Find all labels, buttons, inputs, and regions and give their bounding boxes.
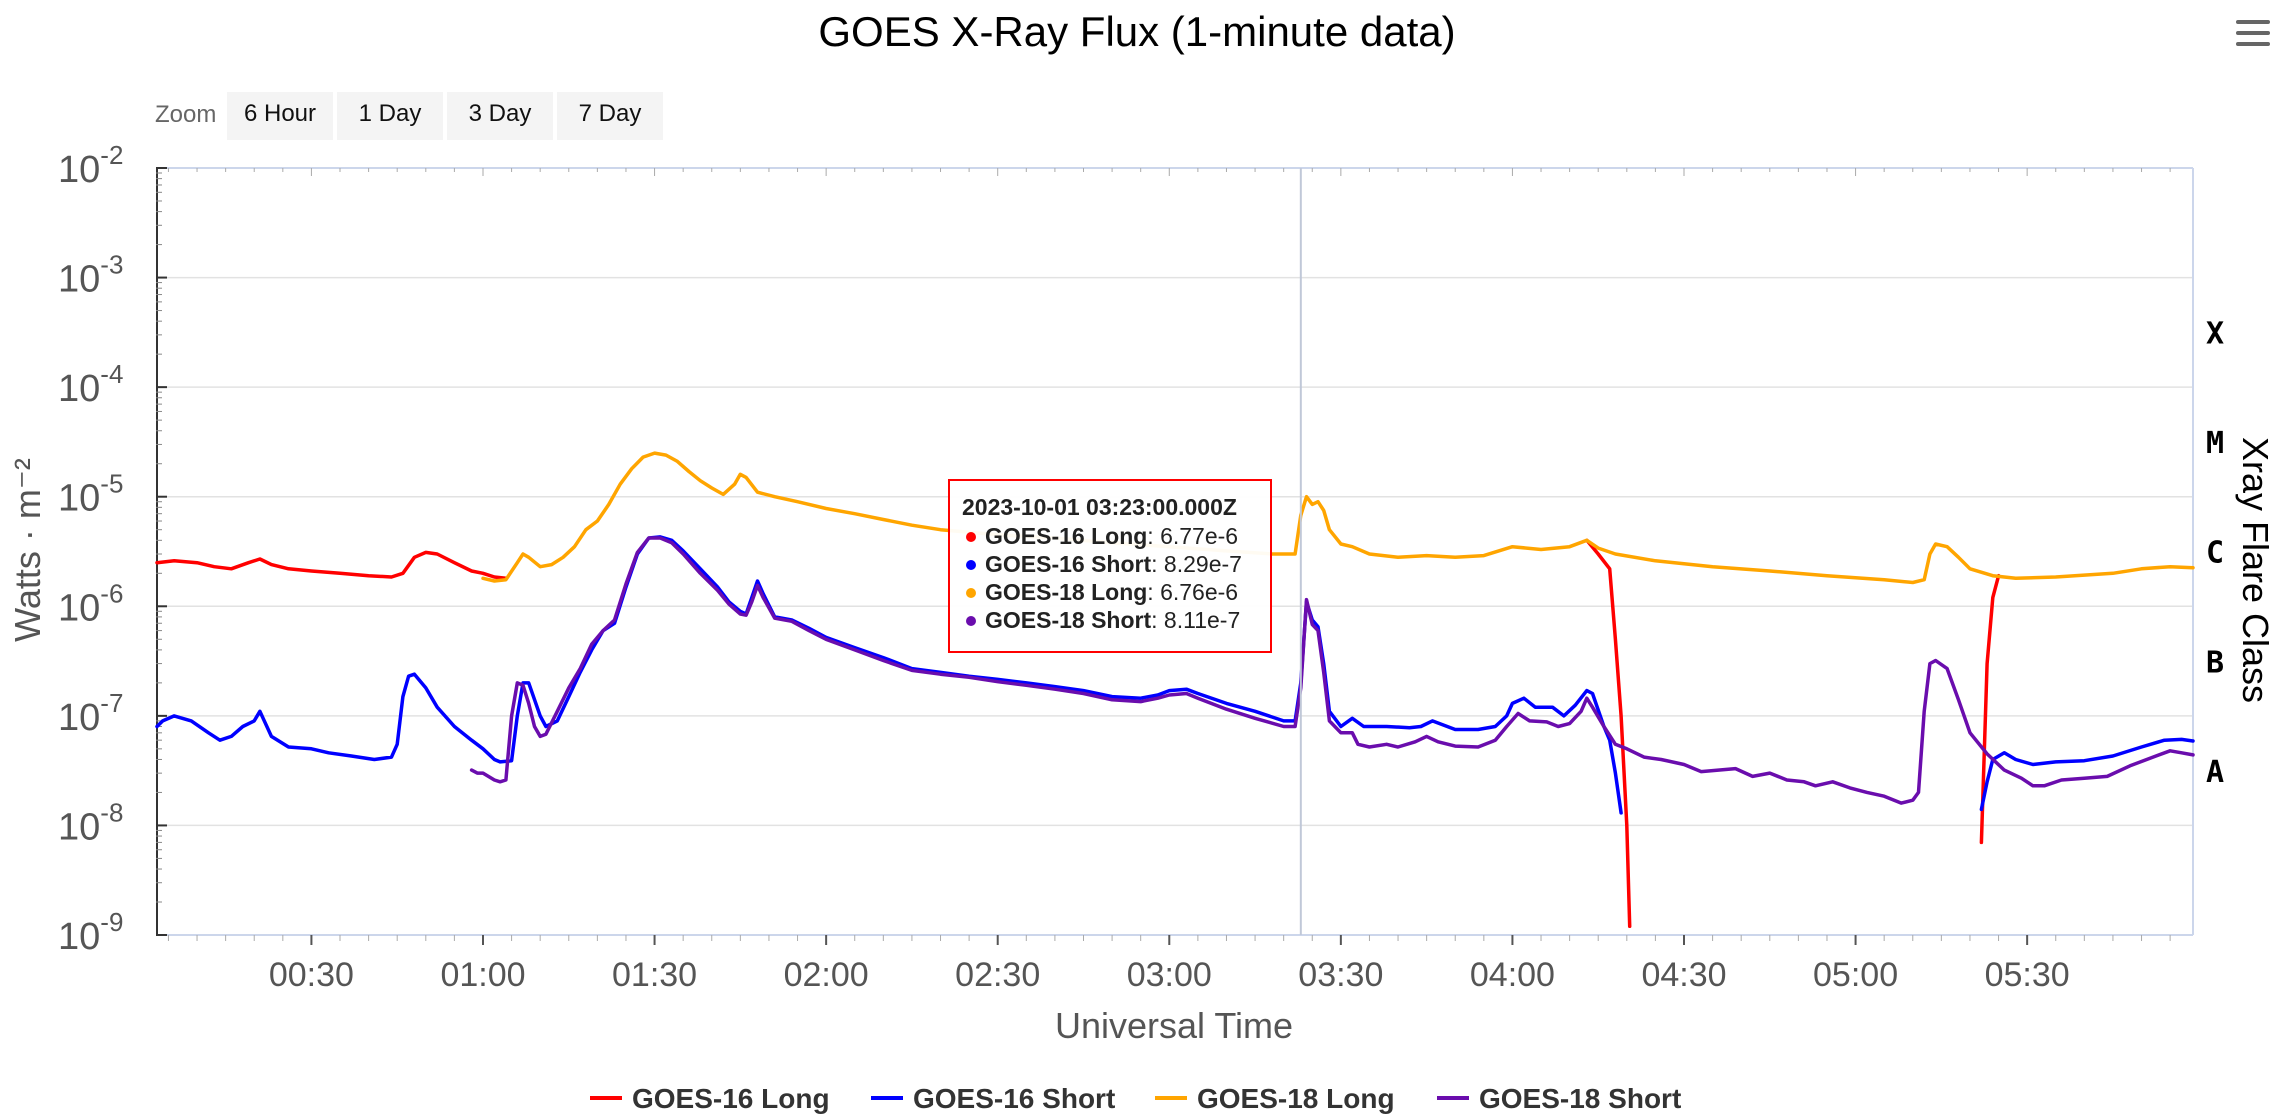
- zoom-button-label: 7 Day: [579, 100, 642, 127]
- x-tick-label: 04:00: [1470, 956, 1555, 994]
- x-tick-label: 02:00: [784, 956, 869, 994]
- x-tick-label: 03:00: [1127, 956, 1212, 994]
- x-tick-label: 01:30: [612, 956, 697, 994]
- x-tick-label: 05:00: [1813, 956, 1898, 994]
- tooltip-value: : 8.29e-7: [1151, 551, 1242, 577]
- tooltip-series: GOES-16 Long: [985, 523, 1147, 549]
- legend-label: GOES-18 Long: [1197, 1083, 1395, 1114]
- zoom-button-label: 3 Day: [469, 100, 532, 127]
- legend-item-goes-16-short[interactable]: GOES-16 Short: [871, 1083, 1115, 1114]
- tooltip-series: GOES-18 Short: [985, 607, 1151, 633]
- legend-label: GOES-18 Short: [1479, 1083, 1681, 1114]
- tooltip-header: 2023-10-01 03:23:00.000Z: [962, 494, 1237, 520]
- flare-class-m: M: [2206, 426, 2224, 461]
- x-tick-label: 02:30: [955, 956, 1040, 994]
- tooltip-row: GOES-18 Short: 8.11e-7: [985, 607, 1240, 633]
- y-axis-title: Watts · m⁻²: [7, 458, 48, 642]
- tooltip-value: : 6.77e-6: [1147, 523, 1238, 549]
- tooltip-marker: [966, 532, 976, 542]
- legend-item-goes-16-long[interactable]: GOES-16 Long: [590, 1083, 830, 1114]
- legend[interactable]: GOES-16 Long GOES-16 Short GOES-18 Long GOE…: [590, 1083, 1681, 1114]
- y-tick-label: 10-5: [58, 469, 123, 520]
- tooltip-row: GOES-18 Long: 6.76e-6: [985, 579, 1238, 605]
- flare-class-c: C: [2206, 536, 2224, 571]
- plot-frame: [156, 167, 2194, 936]
- flare-axis-title: Xray Flare Class: [2235, 437, 2276, 703]
- series-line-goes-16-long[interactable]: [1585, 538, 1632, 929]
- x-tick-label: 00:30: [269, 956, 354, 994]
- y-tick-label: 10-6: [58, 578, 123, 629]
- tooltip-series: GOES-18 Long: [985, 579, 1147, 605]
- flare-class-a: A: [2206, 755, 2224, 790]
- x-tick-label: 04:30: [1641, 956, 1726, 994]
- tooltip-row: GOES-16 Short: 8.29e-7: [985, 551, 1242, 577]
- flare-class-axis: X M C B A: [2206, 317, 2224, 790]
- y-tick-label: 10-9: [58, 907, 123, 958]
- series-line-goes-18-short[interactable]: [469, 536, 2195, 805]
- x-tick-label: 05:30: [1985, 956, 2070, 994]
- zoom-button-1-day[interactable]: 1 Day: [337, 92, 443, 140]
- tooltip-value: : 6.76e-6: [1147, 579, 1238, 605]
- tooltip-value: : 8.11e-7: [1151, 607, 1240, 633]
- series-line-goes-16-short[interactable]: [155, 535, 1623, 815]
- legend-item-goes-18-long[interactable]: GOES-18 Long: [1155, 1083, 1395, 1114]
- y-tick-label: 10-8: [58, 797, 123, 848]
- zoom-button-label: 1 Day: [359, 100, 422, 127]
- tooltip-marker: [966, 560, 976, 570]
- tooltip-marker: [966, 616, 976, 626]
- series-line-goes-16-long[interactable]: [155, 550, 508, 581]
- tooltip-row: GOES-16 Long: 6.77e-6: [985, 523, 1238, 549]
- zoom-button-6-hour[interactable]: 6 Hour: [227, 92, 333, 140]
- tooltip-marker: [966, 588, 976, 598]
- legend-item-goes-18-short[interactable]: GOES-18 Short: [1437, 1083, 1681, 1114]
- zoom-button-3-day[interactable]: 3 Day: [447, 92, 553, 140]
- y-tick-label: 10-7: [58, 688, 123, 739]
- y-tick-label: 10-4: [58, 359, 123, 410]
- hamburger-menu-icon[interactable]: [2236, 20, 2270, 46]
- x-axis: 00:30 01:00 01:30 02:00 02:30 03:00 03:30 04:00…: [167, 168, 2171, 994]
- zoom-button-7-day[interactable]: 7 Day: [557, 92, 663, 140]
- y-tick-label: 10-3: [58, 250, 123, 301]
- series-lines[interactable]: [155, 451, 2195, 929]
- flare-class-b: B: [2206, 645, 2224, 680]
- tooltip-series: GOES-16 Short: [985, 551, 1151, 577]
- x-tick-label: 03:30: [1298, 956, 1383, 994]
- chart-title: GOES X-Ray Flux (1-minute data): [818, 8, 1455, 55]
- series-line-goes-18-long[interactable]: [481, 451, 2195, 585]
- legend-label: GOES-16 Long: [632, 1083, 830, 1114]
- y-tick-label: 10-2: [58, 140, 123, 191]
- flare-class-x: X: [2206, 317, 2224, 352]
- zoom-button-label: 6 Hour: [244, 100, 316, 127]
- x-axis-title: Universal Time: [1055, 1005, 1293, 1046]
- zoom-label: Zoom: [155, 101, 216, 128]
- tooltip: 2023-10-01 03:23:00.000Z GOES-16 Long: 6…: [948, 479, 1272, 653]
- y-axis: 10-2 10-3 10-4 10-5 10-6 10-7 10-8 10-9: [58, 140, 167, 958]
- x-tick-label: 01:00: [440, 956, 525, 994]
- legend-label: GOES-16 Short: [913, 1083, 1115, 1114]
